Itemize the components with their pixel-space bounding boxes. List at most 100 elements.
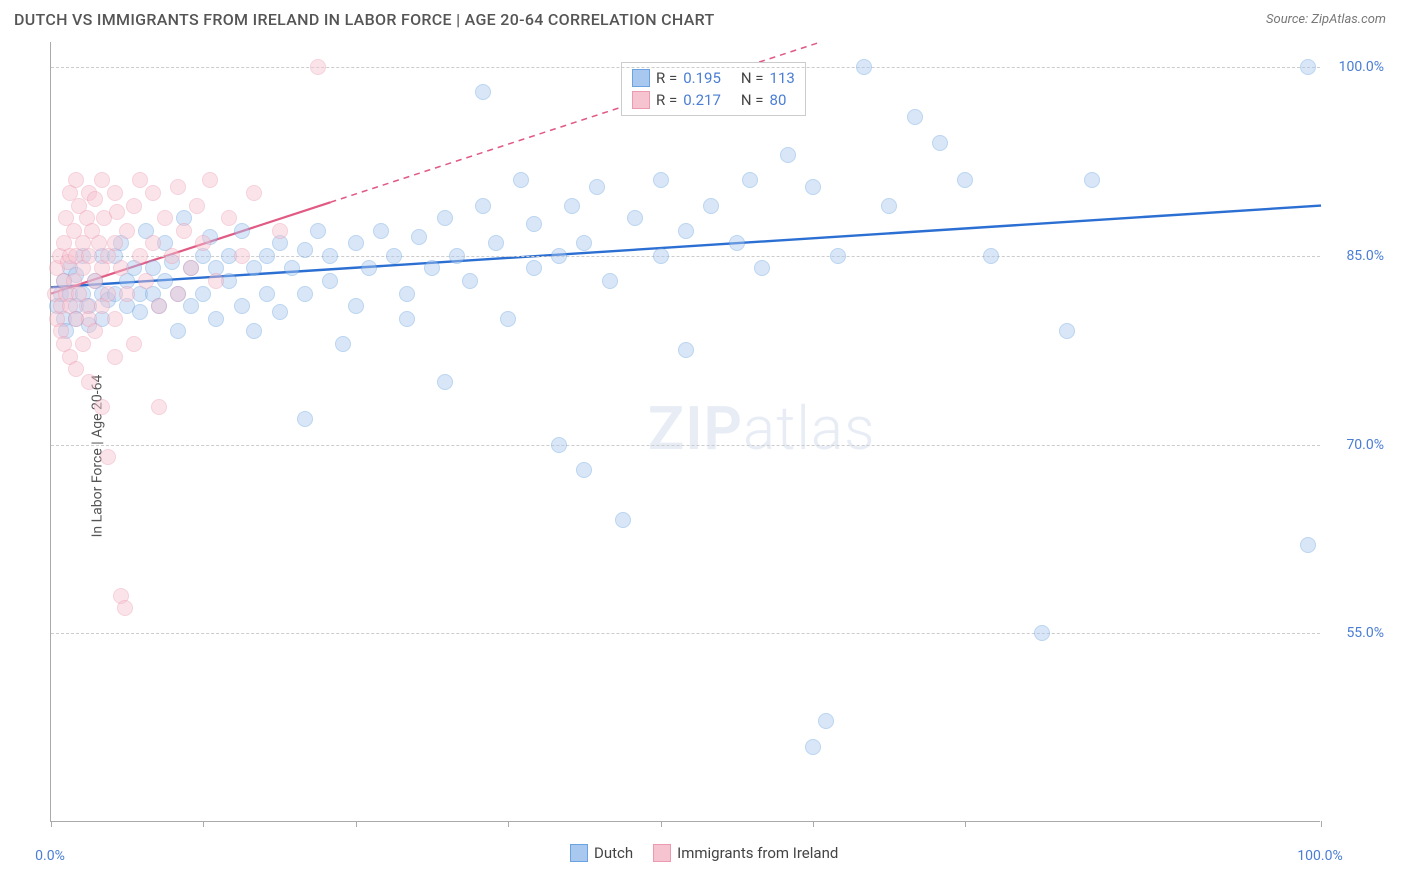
legend-label: Dutch <box>594 844 633 862</box>
legend-label: Immigrants from Ireland <box>677 844 838 862</box>
data-point <box>189 198 205 214</box>
r-label: R = <box>656 91 677 109</box>
data-point <box>589 179 605 195</box>
correlation-stats-box: R = 0.195 N = 113 R = 0.217 N = 80 <box>621 62 806 116</box>
data-point <box>437 374 453 390</box>
data-point <box>957 172 973 188</box>
x-tick <box>813 821 814 827</box>
data-point <box>107 311 123 327</box>
data-point <box>399 311 415 327</box>
data-point <box>109 204 125 220</box>
watermark: ZIPatlas <box>648 393 876 464</box>
data-point <box>805 179 821 195</box>
chart-title: DUTCH VS IMMIGRANTS FROM IRELAND IN LABO… <box>14 10 715 29</box>
data-point <box>983 248 999 264</box>
data-point <box>132 304 148 320</box>
data-point <box>1300 537 1316 553</box>
data-point <box>348 298 364 314</box>
data-point <box>119 286 135 302</box>
x-tick <box>1321 821 1322 827</box>
data-point <box>348 235 364 251</box>
x-tick <box>508 821 509 827</box>
x-tick <box>51 821 52 827</box>
data-point <box>488 235 504 251</box>
data-point <box>234 248 250 264</box>
data-point <box>576 235 592 251</box>
data-point <box>81 374 97 390</box>
data-point <box>272 304 288 320</box>
data-point <box>246 260 262 276</box>
data-point <box>126 198 142 214</box>
data-point <box>221 210 237 226</box>
legend-swatch <box>570 844 588 862</box>
legend-item[interactable]: Dutch <box>570 844 633 862</box>
legend-swatch <box>632 69 650 87</box>
data-point <box>170 286 186 302</box>
data-point <box>151 399 167 415</box>
data-point <box>907 109 923 125</box>
data-point <box>322 248 338 264</box>
series-legend: Dutch Immigrants from Ireland <box>570 844 838 862</box>
data-point <box>564 198 580 214</box>
data-point <box>703 198 719 214</box>
data-point <box>373 223 389 239</box>
data-point <box>107 235 123 251</box>
trend-line <box>51 206 1321 288</box>
source-label: Source: ZipAtlas.com <box>1266 12 1386 27</box>
data-point <box>424 260 440 276</box>
data-point <box>94 399 110 415</box>
x-tick-label: 100.0% <box>1297 848 1342 864</box>
data-point <box>100 449 116 465</box>
data-point <box>310 223 326 239</box>
data-point <box>805 739 821 755</box>
chart-header: DUTCH VS IMMIGRANTS FROM IRELAND IN LABO… <box>0 0 1406 35</box>
data-point <box>830 248 846 264</box>
r-value: 0.195 <box>683 69 721 87</box>
data-point <box>138 273 154 289</box>
data-point <box>272 223 288 239</box>
y-tick-label: 55.0% <box>1324 625 1384 641</box>
data-point <box>132 248 148 264</box>
data-point <box>157 210 173 226</box>
x-tick <box>203 821 204 827</box>
data-point <box>729 235 745 251</box>
stats-row: R = 0.217 N = 80 <box>632 89 795 111</box>
data-point <box>742 172 758 188</box>
data-point <box>208 311 224 327</box>
data-point <box>208 273 224 289</box>
data-point <box>145 185 161 201</box>
x-tick <box>356 821 357 827</box>
data-point <box>202 172 218 188</box>
data-point <box>754 260 770 276</box>
data-point <box>615 512 631 528</box>
legend-swatch <box>653 844 671 862</box>
data-point <box>75 336 91 352</box>
data-point <box>100 286 116 302</box>
data-point <box>145 235 161 251</box>
data-point <box>259 286 275 302</box>
data-point <box>437 210 453 226</box>
data-point <box>1084 172 1100 188</box>
data-point <box>246 323 262 339</box>
x-tick <box>965 821 966 827</box>
legend-item[interactable]: Immigrants from Ireland <box>653 844 838 862</box>
data-point <box>68 172 84 188</box>
data-point <box>195 286 211 302</box>
data-point <box>678 342 694 358</box>
r-value: 0.217 <box>683 91 721 109</box>
data-point <box>284 260 300 276</box>
data-point <box>881 198 897 214</box>
data-point <box>386 248 402 264</box>
n-label: N = <box>741 91 764 109</box>
data-point <box>68 361 84 377</box>
n-value: 80 <box>770 91 787 109</box>
data-point <box>1034 625 1050 641</box>
data-point <box>551 437 567 453</box>
data-point <box>551 248 567 264</box>
data-point <box>87 191 103 207</box>
data-point <box>361 260 377 276</box>
trend-lines-svg <box>51 42 1321 822</box>
n-value: 113 <box>770 69 795 87</box>
y-tick-label: 100.0% <box>1324 59 1384 75</box>
data-point <box>322 273 338 289</box>
